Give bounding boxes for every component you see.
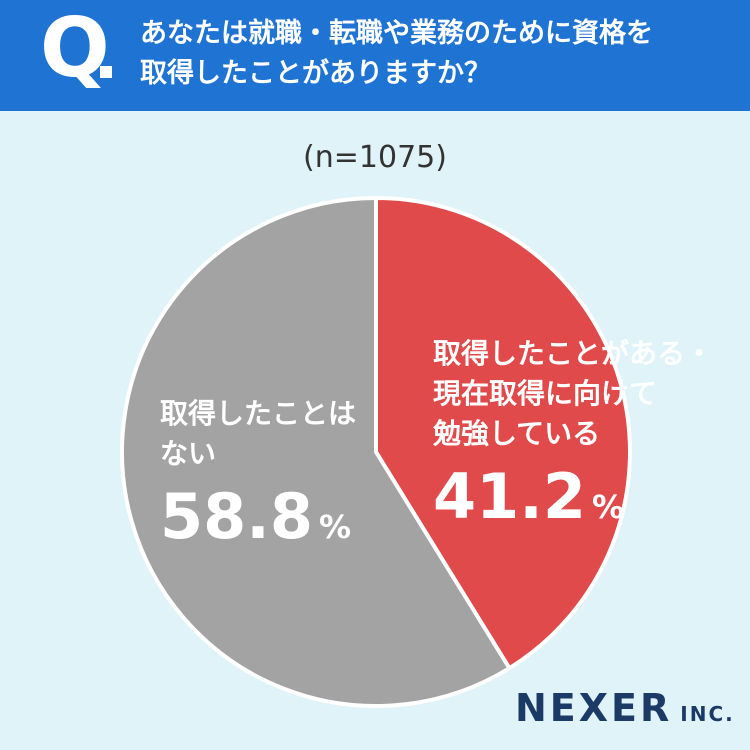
label-yes-percent: 41.2% — [433, 466, 713, 528]
label-yes-line-1: 取得したことがある・ — [433, 337, 714, 370]
logo-suffix: INC. — [680, 702, 735, 726]
sample-size: (n=1075) — [303, 140, 447, 175]
label-no-line-2: ない — [160, 437, 217, 470]
label-no-line-1: 取得したことは — [160, 397, 357, 430]
question-header: Q あなたは就職・転職や業務のために資格を 取得したことがありますか？ — [0, 0, 750, 111]
label-yes-line-3: 勉強している — [433, 417, 601, 450]
question-text: あなたは就職・転職や業務のために資格を 取得したことがありますか？ — [140, 14, 730, 94]
pie-slice-no — [120, 196, 512, 708]
nexer-logo: NEXER INC. — [515, 686, 735, 730]
label-no: 取得したことは ない 58.8% — [160, 394, 356, 548]
pie-slice-yes — [374, 196, 632, 671]
q-dot — [100, 66, 112, 78]
question-line-2: 取得したことがありますか？ — [140, 58, 491, 89]
no-pct-sign: % — [318, 508, 352, 546]
label-yes-line-2: 現在取得に向けて — [433, 377, 658, 410]
yes-pct-value: 41.2 — [433, 460, 586, 533]
question-line-1: あなたは就職・転職や業務のために資格を — [140, 18, 653, 49]
label-yes: 取得したことがある・ 現在取得に向けて 勉強している 41.2% — [433, 334, 713, 528]
yes-pct-sign: % — [591, 488, 625, 526]
logo-name: NEXER — [515, 686, 673, 730]
no-pct-value: 58.8 — [160, 480, 313, 553]
label-no-percent: 58.8% — [160, 486, 356, 548]
q-mark: Q — [40, 1, 110, 96]
